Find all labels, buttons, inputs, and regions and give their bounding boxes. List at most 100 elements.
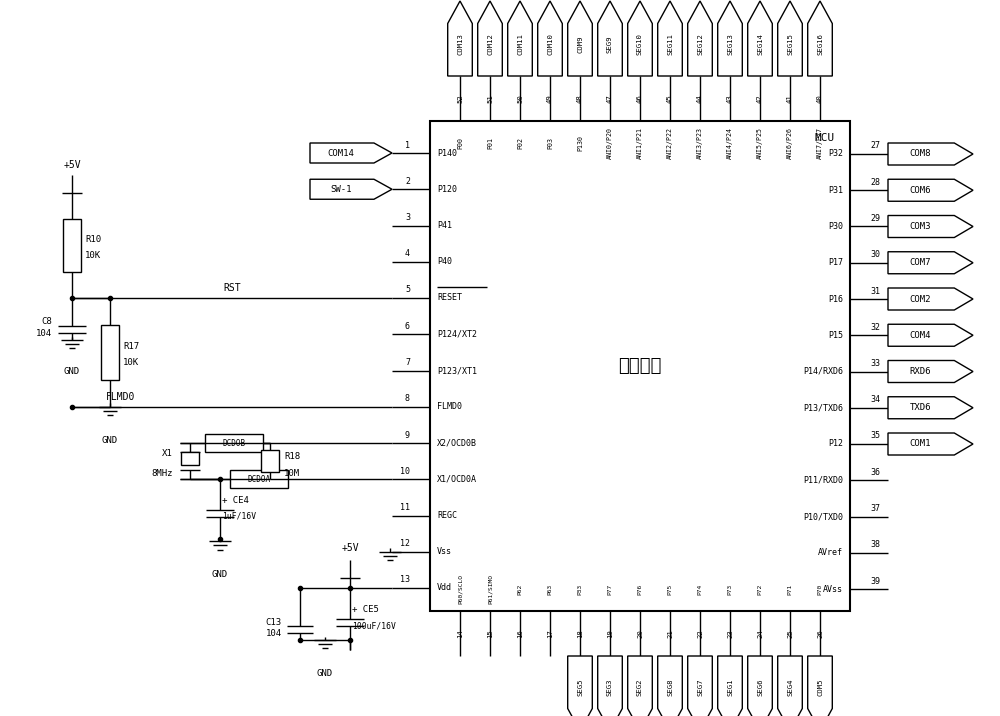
Text: 18: 18 [577, 629, 583, 638]
Text: 30: 30 [870, 251, 880, 259]
Bar [430, 121, 850, 611]
Text: P17: P17 [828, 258, 843, 267]
Text: 23: 23 [727, 629, 733, 638]
Polygon shape [888, 288, 973, 310]
Polygon shape [568, 656, 592, 716]
Text: P72: P72 [758, 584, 763, 594]
Text: P11/RXD0: P11/RXD0 [803, 475, 843, 485]
Polygon shape [888, 216, 973, 238]
Polygon shape [478, 1, 502, 76]
Text: R10: R10 [85, 235, 101, 244]
Polygon shape [448, 1, 472, 76]
Text: 51: 51 [487, 94, 493, 103]
Text: 7: 7 [405, 358, 410, 367]
Text: + CE4: + CE4 [222, 495, 249, 505]
Bar [261, 450, 279, 473]
Text: 22: 22 [697, 629, 703, 638]
Text: 8: 8 [405, 395, 410, 403]
Polygon shape [538, 1, 562, 76]
Text: 34: 34 [870, 395, 880, 405]
Text: 31: 31 [870, 286, 880, 296]
Text: COM8: COM8 [910, 150, 931, 158]
Text: SEG16: SEG16 [817, 34, 823, 55]
Text: 28: 28 [870, 178, 880, 187]
Text: COM3: COM3 [910, 222, 931, 231]
Text: Vss: Vss [437, 547, 452, 556]
Polygon shape [508, 1, 532, 76]
Text: C8: C8 [41, 317, 52, 326]
Text: 12: 12 [400, 539, 410, 548]
Text: 1: 1 [405, 140, 410, 150]
Text: P70: P70 [818, 584, 823, 594]
Polygon shape [748, 656, 772, 716]
Text: COM10: COM10 [547, 34, 553, 55]
Text: P16: P16 [828, 294, 843, 304]
Text: GND: GND [212, 570, 228, 579]
Text: 39: 39 [870, 576, 880, 586]
Text: ANI0/P20: ANI0/P20 [607, 127, 613, 159]
Text: 4: 4 [405, 249, 410, 258]
Polygon shape [778, 656, 802, 716]
Text: P120: P120 [437, 185, 457, 194]
Text: 46: 46 [637, 94, 643, 103]
Polygon shape [888, 433, 973, 455]
Text: P73: P73 [728, 584, 733, 594]
Polygon shape [688, 656, 712, 716]
Text: 27: 27 [870, 142, 880, 150]
Text: COM2: COM2 [910, 294, 931, 304]
Text: 45: 45 [667, 94, 673, 103]
Polygon shape [888, 360, 973, 382]
Text: COM6: COM6 [910, 185, 931, 195]
Text: MCU: MCU [815, 133, 835, 143]
Text: ANI1/P21: ANI1/P21 [637, 127, 643, 159]
Text: 42: 42 [757, 94, 763, 103]
Text: P61/SIMO: P61/SIMO [488, 574, 493, 604]
Text: P62: P62 [518, 584, 523, 594]
Polygon shape [658, 1, 682, 76]
Text: COM4: COM4 [910, 331, 931, 340]
Text: 8MHz: 8MHz [152, 469, 173, 478]
Text: P12: P12 [828, 440, 843, 448]
Text: 100uF/16V: 100uF/16V [352, 621, 396, 631]
Text: RXD6: RXD6 [910, 367, 931, 376]
Text: AVref: AVref [818, 548, 843, 557]
Text: 9: 9 [405, 430, 410, 440]
Polygon shape [568, 1, 592, 76]
Text: P32: P32 [828, 150, 843, 158]
Text: P40: P40 [437, 257, 452, 266]
Text: P02: P02 [517, 137, 523, 149]
Text: P74: P74 [698, 584, 703, 594]
Text: P63: P63 [548, 584, 553, 594]
Text: SEG8: SEG8 [667, 679, 673, 696]
Text: ANI7/P27: ANI7/P27 [817, 127, 823, 159]
Text: COM7: COM7 [910, 258, 931, 267]
Bar [230, 470, 288, 488]
Text: SEG5: SEG5 [577, 679, 583, 696]
Text: X2/OCD0B: X2/OCD0B [437, 438, 477, 448]
Text: COM14: COM14 [328, 148, 355, 158]
Text: 10M: 10M [284, 469, 300, 478]
Text: SEG12: SEG12 [697, 34, 703, 55]
Text: R18: R18 [284, 452, 300, 460]
Text: 1uF/16V: 1uF/16V [222, 512, 256, 521]
Text: 48: 48 [577, 94, 583, 103]
Text: 14: 14 [457, 629, 463, 638]
Text: SEG11: SEG11 [667, 34, 673, 55]
Text: DCDOB: DCDOB [222, 438, 246, 448]
Polygon shape [888, 397, 973, 419]
Polygon shape [310, 143, 392, 163]
Text: 47: 47 [607, 94, 613, 103]
Text: P10/TXD0: P10/TXD0 [803, 512, 843, 521]
Text: FLMD0: FLMD0 [106, 392, 136, 402]
Bar [181, 452, 199, 465]
Polygon shape [688, 1, 712, 76]
Text: P140: P140 [437, 148, 457, 158]
Text: C13: C13 [266, 617, 282, 626]
Text: 19: 19 [607, 629, 613, 638]
Text: RESET: RESET [437, 294, 462, 302]
Text: COM5: COM5 [817, 679, 823, 696]
Text: P123/XT1: P123/XT1 [437, 366, 477, 375]
Text: 24: 24 [757, 629, 763, 638]
Text: ANI4/P24: ANI4/P24 [727, 127, 733, 159]
Text: 10K: 10K [123, 358, 139, 367]
